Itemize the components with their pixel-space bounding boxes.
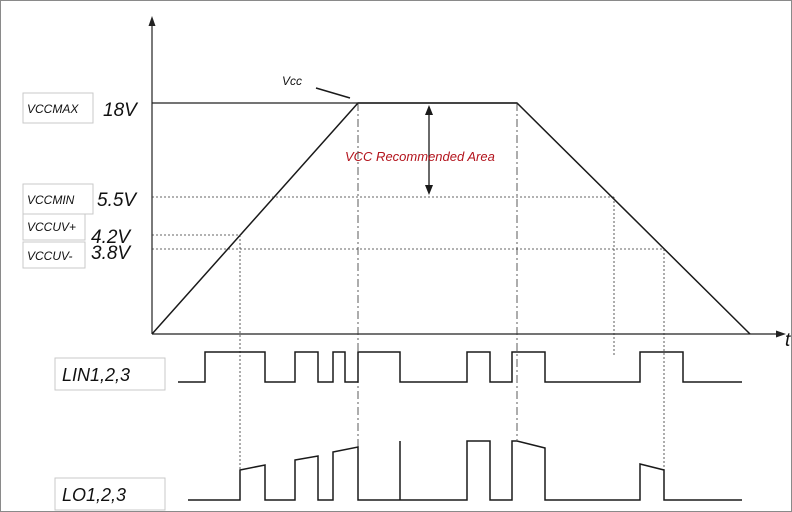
time-axis	[152, 330, 786, 338]
vccmax-label-box	[22, 92, 94, 124]
lin-label-box	[54, 357, 166, 391]
vccuv-minus-label-box	[22, 241, 86, 269]
lo-label: LO1,2,3	[62, 485, 126, 505]
lo-label-box	[54, 477, 166, 511]
vccuv-minus-value: 3.8V	[91, 243, 132, 264]
vcc-label: Vcc	[282, 74, 302, 88]
vccmin-value: 5.5V	[97, 190, 138, 211]
voltage-axis	[148, 16, 156, 334]
vcc-pointer	[315, 87, 351, 99]
lo-waveform	[188, 440, 742, 501]
vccuv-plus-name: VCCUV+	[27, 220, 76, 234]
time-axis-label: t	[785, 330, 791, 351]
vccmax-name: VCCMAX	[27, 102, 79, 116]
recommended-area-arrow	[425, 105, 433, 195]
vccuv-plus-value: 4.2V	[91, 227, 132, 248]
recommended-area-label: VCC Recommended Area	[345, 149, 495, 164]
lin-label: LIN1,2,3	[62, 365, 130, 385]
lin-waveform	[178, 351, 742, 383]
vccmin-name: VCCMIN	[27, 193, 75, 207]
vccuv-minus-name: VCCUV-	[27, 249, 73, 263]
vccmax-value: 18V	[103, 100, 139, 121]
vccuv-plus-label-box	[22, 213, 86, 241]
vcc-waveform	[151, 102, 751, 335]
